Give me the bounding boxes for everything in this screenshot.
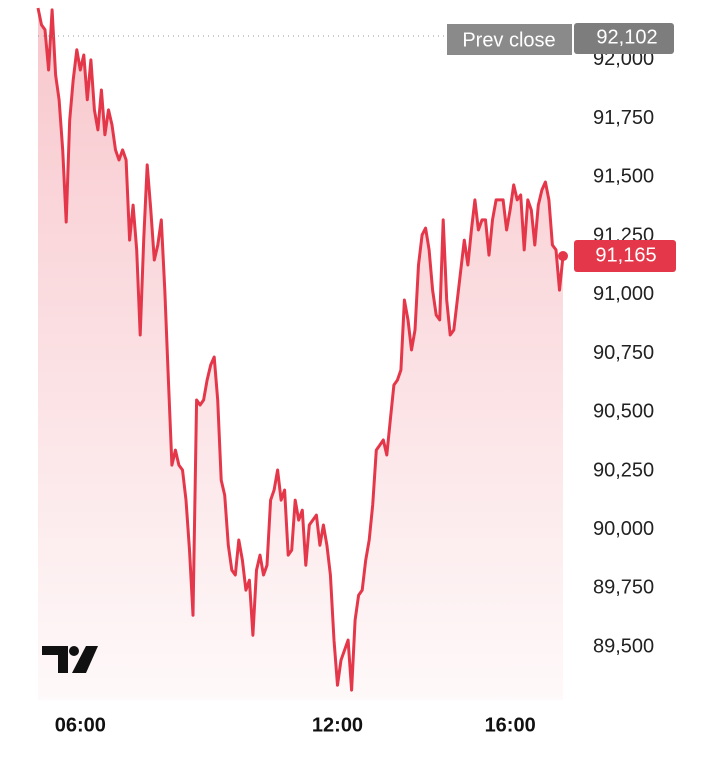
logo-t <box>42 646 68 673</box>
y-tick-label: 91,750 <box>593 107 654 129</box>
y-tick-label: 91,000 <box>593 283 654 305</box>
y-tick-label: 90,500 <box>593 401 654 423</box>
y-tick-label: 90,000 <box>593 518 654 540</box>
y-tick-label: 91,500 <box>593 166 654 188</box>
line <box>36 7 565 692</box>
area <box>38 8 563 700</box>
y-tick-label: 89,500 <box>593 635 654 657</box>
reference-name: Prev close <box>462 29 555 51</box>
logo-dot <box>69 646 79 656</box>
logo-slash <box>72 646 98 673</box>
y-tick-label: 90,750 <box>593 342 654 364</box>
plot-area <box>36 7 568 700</box>
current-value: 91,165 <box>595 244 656 266</box>
current-value-box <box>574 240 676 273</box>
reference-value-box <box>574 23 674 54</box>
x-tick-label: 12:00 <box>312 714 363 736</box>
reference-name-box <box>447 24 572 55</box>
last-point <box>558 251 568 262</box>
x-tick-label: 16:00 <box>485 714 536 736</box>
x-tick-label: 06:00 <box>55 714 106 736</box>
y-tick-label: 90,250 <box>593 459 654 481</box>
y-tick-label: 89,750 <box>593 577 654 599</box>
reference-value: 92,102 <box>596 26 657 48</box>
tradingview-logo <box>42 646 98 673</box>
